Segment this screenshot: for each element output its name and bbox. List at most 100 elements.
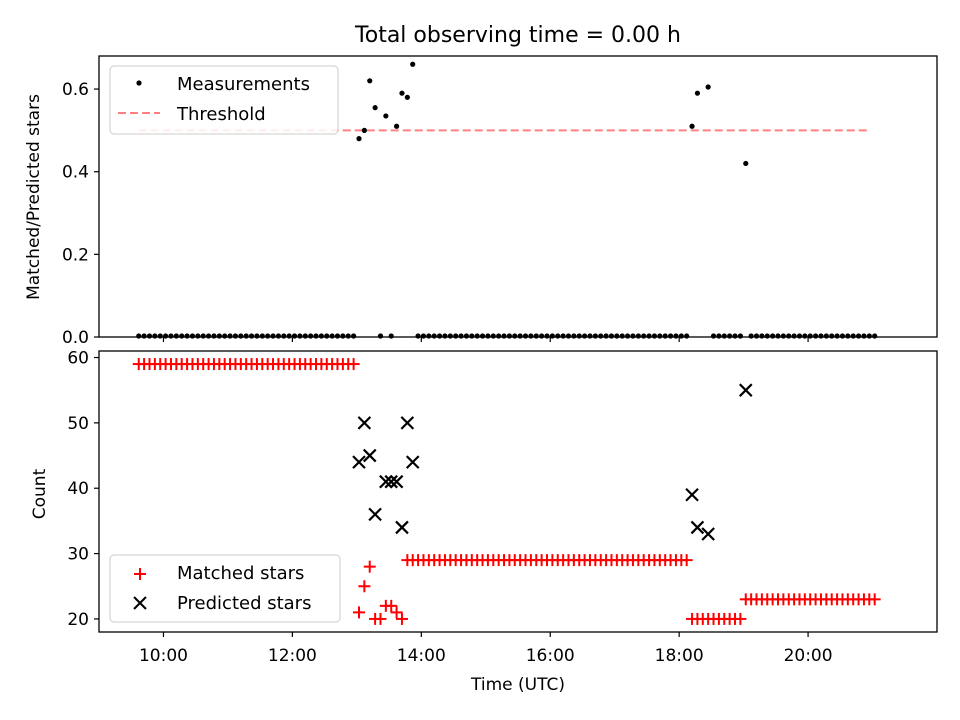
measurement-point-zero	[168, 333, 174, 339]
matched-star-point	[395, 612, 408, 625]
measurement-point-zero	[608, 333, 615, 339]
measurement-point-zero	[576, 333, 582, 339]
bottom-legend: Matched stars Predicted stars	[109, 554, 341, 623]
measurement-point-zero	[474, 333, 480, 339]
measurement-point	[361, 127, 367, 133]
predicted-star-point	[701, 527, 715, 541]
matched-star-point	[352, 606, 365, 619]
measurement-point-zero	[173, 333, 179, 339]
measurement-point-zero	[259, 333, 265, 339]
measurement-point-zero	[243, 333, 249, 339]
measurement-point-zero	[539, 333, 545, 339]
measurement-point-zero	[426, 333, 432, 339]
predicted-star-point	[395, 520, 409, 535]
measurement-point-zero	[834, 333, 840, 339]
measurement-point-zero	[845, 333, 851, 339]
measurement-point-zero	[184, 333, 190, 339]
measurement-point-zero	[775, 333, 781, 339]
measurement-point-zero	[496, 333, 502, 339]
measurement-point-zero	[152, 333, 158, 339]
measurement-point-zero	[458, 333, 464, 339]
measurement-point-zero	[748, 333, 754, 339]
measurement-point-zero	[651, 333, 658, 339]
predicted-star-point	[362, 448, 377, 463]
measurement-point-zero	[308, 333, 314, 339]
matched-star-point	[374, 612, 387, 625]
measurement-point-zero	[313, 333, 319, 339]
bottom-y-tick-label: 20	[67, 610, 89, 630]
measurement-point-zero	[786, 333, 792, 339]
measurement-point-zero	[614, 333, 620, 339]
measurement-point-zero	[802, 333, 808, 339]
measurement-point-zero	[136, 333, 142, 339]
measurement-point-zero	[619, 333, 625, 339]
measurement-point-zero	[232, 333, 239, 339]
measurement-point-zero	[447, 333, 453, 339]
legend-predicted-marker	[133, 596, 147, 610]
predicted-star-point	[352, 455, 366, 469]
measurement-point-zero	[216, 333, 222, 339]
measurement-point-zero	[490, 333, 496, 339]
measurement-point-zero	[463, 333, 470, 339]
measurement-point-zero	[780, 333, 786, 339]
bottom-y-tick-label: 30	[67, 545, 89, 565]
x-axis-label: Time (UTC)	[470, 675, 565, 695]
measurement-point-zero	[291, 333, 298, 339]
top-panel: Total observing time = 0.00 h Matched/Pr…	[24, 23, 938, 348]
measurement-point-zero	[415, 333, 421, 339]
measurement-point-zero	[667, 333, 674, 339]
measurement-point-zero	[759, 333, 765, 339]
measurement-point-zero	[329, 333, 335, 339]
matched-star-point	[347, 358, 360, 371]
measurement-point-zero	[716, 333, 722, 339]
top-y-ticks: 0.0 0.2 0.4 0.6	[62, 80, 99, 348]
measurement-point-zero	[549, 333, 555, 339]
measurement-point-zero	[598, 333, 604, 339]
legend-threshold-label: Threshold	[176, 104, 266, 125]
measurement-point-zero	[318, 333, 324, 339]
measurement-point-zero	[420, 333, 427, 339]
measurement-point-zero	[270, 333, 276, 339]
measurement-point-zero	[678, 333, 684, 339]
top-legend: Measurements Threshold	[109, 65, 339, 135]
measurement-point-zero	[662, 333, 668, 339]
measurement-point-zero	[324, 333, 330, 339]
measurement-point-zero	[254, 333, 260, 339]
measurement-point-zero	[506, 333, 513, 339]
measurement-point-zero	[227, 333, 233, 339]
measurement-point	[393, 123, 400, 129]
measurement-point-zero	[351, 333, 357, 339]
legend-matched-marker	[134, 568, 146, 580]
predicted-star-point	[379, 474, 393, 489]
measurement-point	[367, 78, 373, 84]
x-tick-label: 16:00	[526, 646, 575, 666]
measurement-point-zero	[635, 333, 641, 339]
measurement-point-zero	[544, 333, 550, 339]
measurement-point-zero	[560, 333, 566, 339]
bottom-y-ticks: 20 30 40 50 60	[67, 349, 99, 630]
measurement-point-zero	[479, 333, 486, 339]
legend-measurements-marker	[136, 80, 142, 86]
legend-predicted-label: Predicted stars	[177, 593, 311, 614]
bottom-panel: Count Time (UTC) 20 30 40 50 60 10:00 12:00 14…	[30, 349, 938, 695]
measurement-point-zero	[189, 333, 196, 339]
measurement-point-zero	[522, 333, 529, 339]
measurement-point-zero	[388, 333, 394, 339]
measurement-point-zero	[818, 333, 824, 339]
measurement-point	[356, 136, 362, 142]
bottom-axes-frame	[98, 350, 938, 633]
top-y-tick-label: 0.6	[62, 80, 89, 100]
top-legend-box	[109, 65, 339, 135]
predicted-star-point	[690, 520, 705, 535]
x-tick-label: 14:00	[397, 646, 446, 666]
top-y-tick-label: 0.0	[62, 328, 89, 348]
measurement-point	[404, 94, 410, 100]
measurement-point	[372, 105, 378, 111]
matched-star-point	[363, 560, 376, 573]
measurement-point-zero	[850, 333, 856, 339]
predicted-star-point	[685, 487, 699, 502]
measurement-point-zero	[791, 333, 797, 339]
matched-star-point	[358, 580, 371, 593]
measurement-point-zero	[275, 333, 282, 339]
top-axes-frame	[98, 55, 938, 338]
